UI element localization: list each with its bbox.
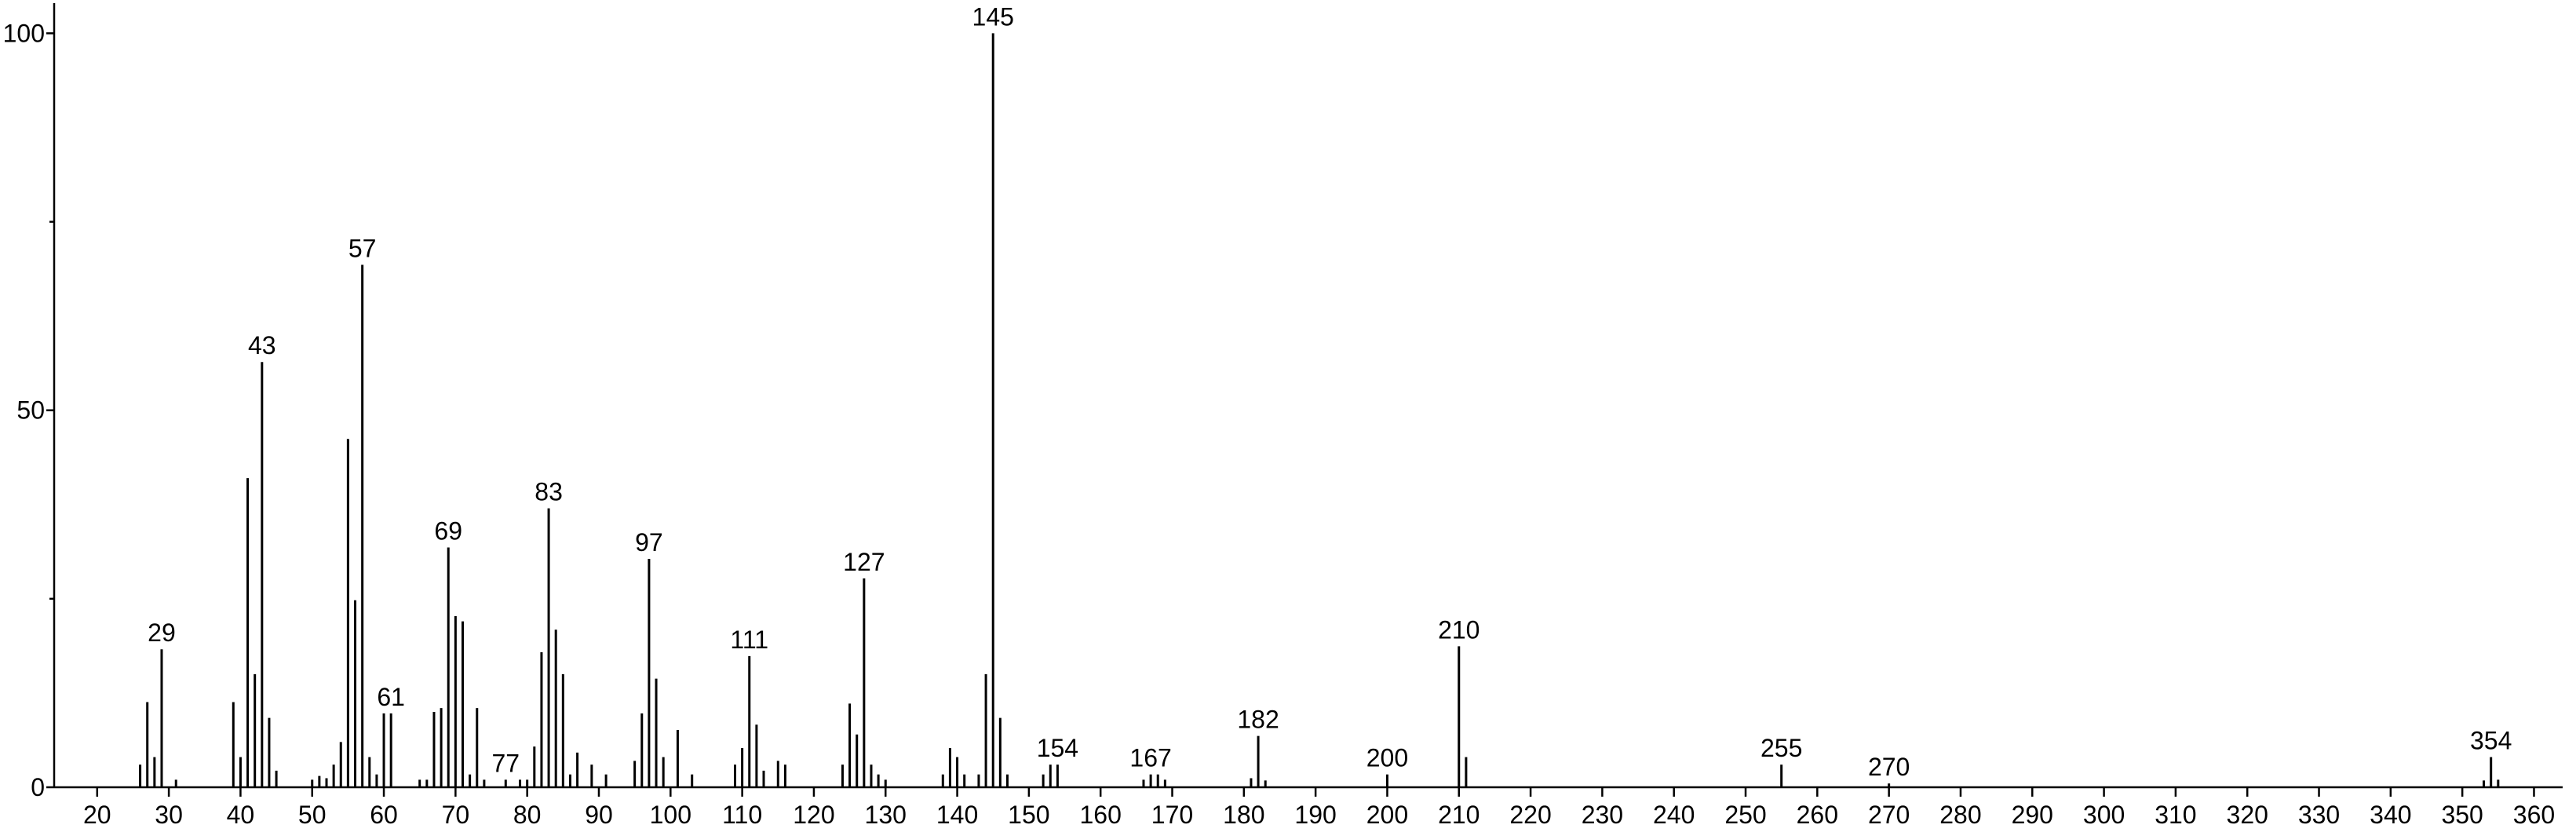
x-tick-label: 320 [2227, 801, 2268, 829]
x-tick-label: 290 [2012, 801, 2053, 829]
peak-label: 200 [1366, 744, 1408, 772]
x-tick-label: 130 [865, 801, 907, 829]
x-tick-label: 160 [1079, 801, 1121, 829]
x-tick-label: 100 [650, 801, 691, 829]
x-tick-label: 190 [1294, 801, 1336, 829]
peak-label: 210 [1438, 615, 1480, 644]
peak-label: 57 [348, 234, 377, 262]
peak-label: 354 [2470, 727, 2512, 755]
peak-label: 97 [635, 528, 663, 556]
peak-label: 154 [1037, 734, 1078, 762]
peak-label: 145 [972, 2, 1014, 31]
peak-label: 61 [377, 683, 405, 711]
y-tick-label: 0 [31, 773, 45, 801]
x-tick-label: 170 [1151, 801, 1193, 829]
x-tick-label: 330 [2298, 801, 2340, 829]
x-tick-label: 300 [2083, 801, 2125, 829]
peak-label: 111 [730, 626, 768, 654]
peak-label: 77 [491, 749, 520, 777]
x-tick-label: 70 [442, 801, 470, 829]
x-tick-label: 250 [1724, 801, 1766, 829]
x-tick-label: 310 [2155, 801, 2196, 829]
x-tick-label: 50 [298, 801, 327, 829]
peak-label: 29 [148, 619, 176, 647]
x-tick-label: 90 [585, 801, 613, 829]
y-tick-label: 50 [16, 396, 45, 425]
x-tick-label: 40 [227, 801, 255, 829]
peak-label: 69 [434, 517, 462, 546]
x-tick-label: 240 [1653, 801, 1695, 829]
x-tick-label: 30 [155, 801, 183, 829]
x-tick-label: 200 [1366, 801, 1408, 829]
x-tick-label: 350 [2441, 801, 2483, 829]
x-tick-label: 80 [513, 801, 542, 829]
x-tick-label: 120 [793, 801, 834, 829]
x-tick-label: 140 [936, 801, 978, 829]
x-tick-label: 340 [2370, 801, 2411, 829]
x-tick-label: 270 [1868, 801, 1910, 829]
x-tick-label: 20 [83, 801, 111, 829]
x-tick-label: 60 [370, 801, 398, 829]
x-tick-label: 150 [1008, 801, 1049, 829]
peak-label: 43 [248, 331, 276, 359]
x-tick-label: 180 [1223, 801, 1264, 829]
peak-label: 167 [1129, 744, 1171, 772]
y-tick-label: 100 [3, 19, 45, 47]
x-tick-label: 210 [1438, 801, 1480, 829]
peak-label: 255 [1761, 734, 1802, 762]
x-tick-label: 230 [1582, 801, 1623, 829]
peak-label: 182 [1237, 706, 1279, 734]
x-tick-label: 220 [1509, 801, 1551, 829]
x-tick-label: 260 [1797, 801, 1838, 829]
peak-label: 270 [1868, 753, 1910, 781]
x-tick-label: 110 [722, 801, 762, 829]
x-tick-label: 360 [2513, 801, 2555, 829]
peak-label: 127 [843, 548, 885, 576]
peak-label: 83 [535, 478, 563, 506]
x-tick-label: 280 [1939, 801, 1981, 829]
